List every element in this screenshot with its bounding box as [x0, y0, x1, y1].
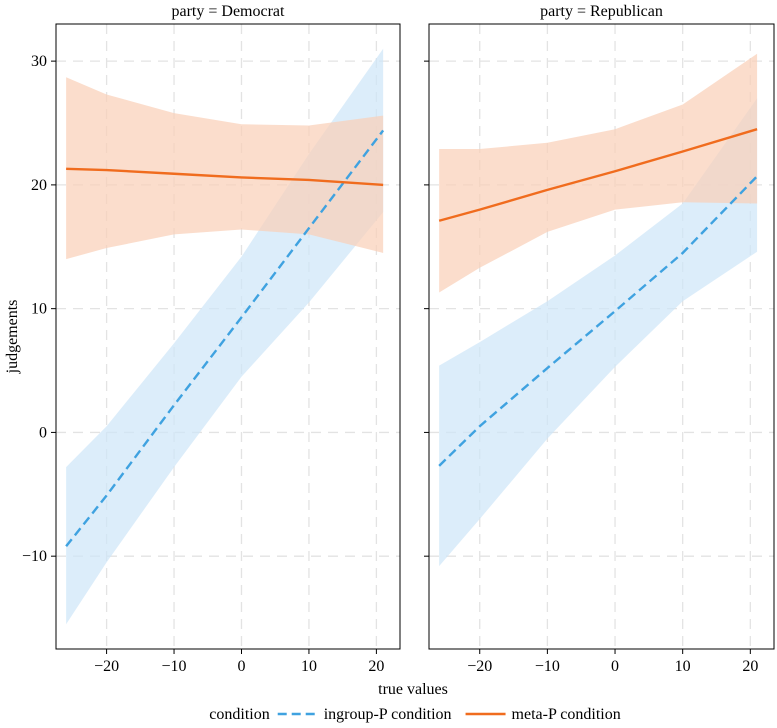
y-tick-label: 10 — [31, 301, 47, 318]
series-line-meta — [438, 128, 758, 222]
strip-label: party = Republican — [540, 3, 663, 20]
panel-border — [55, 23, 401, 650]
x-tick-label: 0 — [237, 658, 245, 675]
plot-area — [438, 53, 758, 567]
x-tick-label: −10 — [535, 658, 560, 675]
y-axis-title: judgements — [4, 300, 21, 375]
plot-area — [65, 48, 385, 625]
x-axis-title: true values — [378, 681, 448, 698]
x-tick-label: 10 — [675, 658, 691, 675]
legend-label: meta-P condition — [512, 706, 621, 723]
y-tick-label: 0 — [39, 424, 47, 441]
y-tick-label: 30 — [31, 53, 47, 70]
panel-border — [428, 23, 775, 650]
legend-label: ingroup-P condition — [324, 706, 452, 723]
x-tick-label: 20 — [742, 658, 758, 675]
legend-title: condition — [209, 706, 269, 723]
y-tick-label: 20 — [31, 177, 47, 194]
series-line-ingroup — [65, 129, 385, 548]
x-tick-label: −20 — [94, 658, 119, 675]
confidence-band-meta — [66, 77, 384, 260]
x-tick-label: 0 — [611, 658, 619, 675]
panel-0: party = Democrat −20 −10 0 10 20 −10 0 10 20 30 — [22, 3, 401, 675]
facet-panels: party = Democrat−20 −10 0 10 20−100102030par… — [22, 3, 775, 675]
y-tick-label: −10 — [22, 548, 47, 565]
series-line-ingroup — [438, 175, 758, 467]
series-line-meta — [66, 167, 384, 187]
x-tick-label: −20 — [467, 658, 492, 675]
strip-label: party = Democrat — [172, 3, 286, 20]
legend: condition ingroup-P condition meta-P condi… — [209, 706, 620, 723]
confidence-band-ingroup — [439, 98, 758, 567]
x-tick-label: 10 — [301, 658, 317, 675]
confidence-band-meta — [439, 53, 758, 293]
axes: true values judgements — [4, 300, 448, 698]
x-tick-label: 20 — [368, 658, 384, 675]
panel-1: party = Republican −20 −10 0 10 20 — [424, 3, 775, 675]
x-tick-label: −10 — [162, 658, 187, 675]
